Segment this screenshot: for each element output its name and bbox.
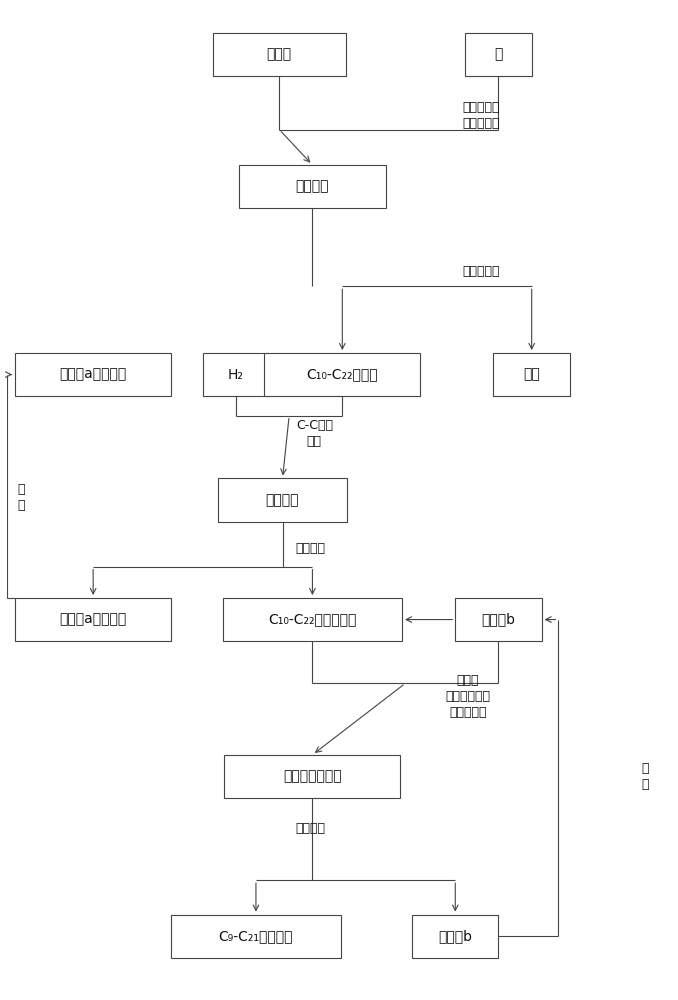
Text: 加氢产物: 加氢产物 — [266, 493, 299, 507]
Text: 水相: 水相 — [523, 368, 540, 382]
Text: 降温、静置: 降温、静置 — [462, 265, 500, 278]
Bar — [264, 353, 420, 396]
Bar — [494, 353, 570, 396]
Text: 非临氢脱罧产物: 非临氢脱罧产物 — [283, 769, 342, 783]
Text: C₁₀-C₂₂饱和脉肪酸: C₁₀-C₂₂饱和脉肪酸 — [268, 613, 357, 627]
Text: 微藻油: 微藻油 — [266, 47, 292, 61]
Bar — [412, 915, 498, 958]
Bar — [218, 478, 347, 522]
Text: 近临界水中
无崔化水解: 近临界水中 无崔化水解 — [462, 101, 500, 130]
Bar — [15, 353, 172, 396]
Text: 趁热过滤: 趁热过滤 — [296, 822, 326, 835]
Bar — [172, 915, 340, 958]
Bar — [222, 598, 402, 641]
Text: H₂: H₂ — [228, 368, 244, 382]
Text: 回
用: 回 用 — [641, 762, 648, 791]
Text: 崔化剂b: 崔化剂b — [481, 613, 515, 627]
Text: 崔化剂a或雷尼镖: 崔化剂a或雷尼镖 — [60, 613, 127, 627]
Bar — [456, 598, 542, 641]
Text: C-C双键
加氢: C-C双键 加氢 — [296, 419, 333, 448]
Bar — [239, 165, 386, 208]
Text: 趁热过滤: 趁热过滤 — [296, 542, 326, 556]
Bar — [224, 755, 401, 798]
Text: C₉-C₂₁长链烷烃: C₉-C₂₁长链烷烃 — [219, 929, 293, 943]
Text: 水解产物: 水解产物 — [296, 179, 330, 193]
Text: 崔化剂a或雷尼镖: 崔化剂a或雷尼镖 — [60, 368, 127, 382]
Bar — [15, 598, 172, 641]
Bar — [213, 33, 346, 76]
Text: 无溶剂
非贵金属崔化
非临氢脱罧: 无溶剂 非贵金属崔化 非临氢脱罧 — [445, 674, 490, 718]
Text: 水: 水 — [494, 47, 502, 61]
Bar — [203, 353, 269, 396]
Text: C₁₀-C₂₂脉肪酸: C₁₀-C₂₂脉肪酸 — [306, 368, 378, 382]
Bar — [465, 33, 532, 76]
Text: 崔化剂b: 崔化剂b — [438, 929, 473, 943]
Text: 回
用: 回 用 — [18, 483, 25, 512]
